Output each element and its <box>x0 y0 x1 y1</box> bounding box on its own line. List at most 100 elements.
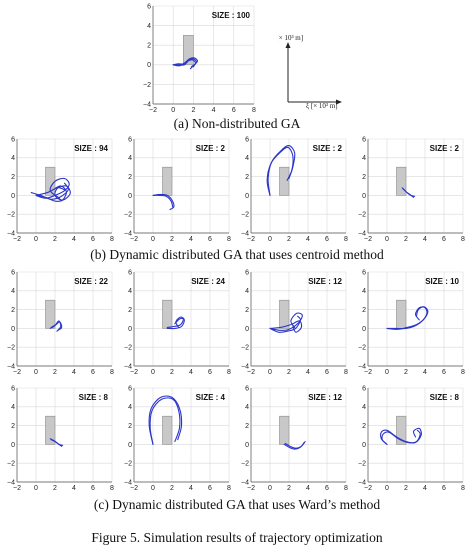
obstacle-rect <box>162 415 173 445</box>
y-tick-label: −2 <box>358 212 366 219</box>
x-tick-label: 8 <box>252 107 256 114</box>
x-tick-label: 4 <box>423 236 427 243</box>
x-tick-label: 2 <box>404 485 408 492</box>
x-tick-label: 6 <box>208 236 212 243</box>
y-tick-label: 6 <box>245 269 249 276</box>
x-tick-label: −2 <box>13 485 21 492</box>
y-tick-label: 0 <box>147 62 151 69</box>
x-tick-label: 0 <box>34 369 38 376</box>
obstacle-rect <box>279 299 290 329</box>
trajectory-line <box>269 320 303 333</box>
y-tick-label: 2 <box>128 174 132 181</box>
plot-area <box>153 6 254 104</box>
y-tick-label: 0 <box>128 326 132 333</box>
x-tick-label: 4 <box>189 369 193 376</box>
size-label: SIZE : 12 <box>308 393 342 402</box>
y-tick-label: −2 <box>241 212 249 219</box>
y-tick-label: 0 <box>245 442 249 449</box>
x-tick-label: 2 <box>53 369 57 376</box>
plot-area <box>368 272 463 366</box>
obstacle-rect <box>45 415 56 445</box>
x-tick-label: −2 <box>13 369 21 376</box>
y-tick-label: 4 <box>11 155 15 162</box>
trajectory-line <box>269 312 303 331</box>
x-tick-label: 4 <box>306 236 310 243</box>
y-tick-label: −2 <box>124 345 132 352</box>
y-tick-label: 0 <box>362 326 366 333</box>
y-tick-label: 4 <box>128 288 132 295</box>
x-tick-label: −2 <box>247 485 255 492</box>
y-tick-label: 4 <box>245 288 249 295</box>
axis-key-right-arrowhead <box>336 99 342 105</box>
y-tick-label: −4 <box>241 479 249 486</box>
y-tick-label: −2 <box>241 461 249 468</box>
y-tick-label: −4 <box>358 479 366 486</box>
x-tick-label: 0 <box>385 236 389 243</box>
y-tick-label: −4 <box>124 479 132 486</box>
y-tick-label: −2 <box>7 345 15 352</box>
x-tick-label: 0 <box>151 369 155 376</box>
x-tick-label: 0 <box>34 485 38 492</box>
x-tick-label: 2 <box>170 485 174 492</box>
x-tick-label: 4 <box>72 369 76 376</box>
x-tick-label: 4 <box>189 485 193 492</box>
x-tick-label: 8 <box>344 369 348 376</box>
x-tick-label: 2 <box>287 369 291 376</box>
x-tick-label: 0 <box>268 369 272 376</box>
x-tick-label: 6 <box>442 369 446 376</box>
x-tick-label: 0 <box>385 485 389 492</box>
y-tick-label: 0 <box>245 193 249 200</box>
trajectory-line <box>148 395 183 445</box>
x-tick-label: 6 <box>325 236 329 243</box>
size-label: SIZE : 100 <box>212 11 251 20</box>
trajectory-line <box>269 315 301 333</box>
y-tick-label: 4 <box>245 404 249 411</box>
y-tick-label: −2 <box>124 461 132 468</box>
plot-area <box>17 272 112 366</box>
x-tick-label: 6 <box>325 485 329 492</box>
x-tick-label: 8 <box>344 485 348 492</box>
plot-area <box>134 139 229 233</box>
y-tick-label: −4 <box>241 363 249 370</box>
x-tick-label: 8 <box>110 369 114 376</box>
y-tick-label: 2 <box>362 174 366 181</box>
trajectory-line <box>35 185 71 201</box>
y-tick-label: 6 <box>11 136 15 143</box>
y-tick-label: −2 <box>143 82 151 89</box>
x-tick-label: 4 <box>189 236 193 243</box>
x-tick-label: 0 <box>151 485 155 492</box>
y-tick-label: 4 <box>128 404 132 411</box>
obstacle-rect <box>396 299 407 329</box>
obstacle-rect <box>396 166 407 196</box>
x-tick-label: 6 <box>325 369 329 376</box>
y-tick-label: −4 <box>358 230 366 237</box>
x-tick-label: −2 <box>130 485 138 492</box>
x-tick-label: −2 <box>13 236 21 243</box>
y-tick-label: 4 <box>362 404 366 411</box>
x-tick-label: 8 <box>227 485 231 492</box>
y-tick-label: 2 <box>11 174 15 181</box>
trajectory-line <box>152 193 175 211</box>
y-tick-label: 6 <box>362 269 366 276</box>
y-tick-label: 6 <box>362 136 366 143</box>
trajectory-line <box>402 188 416 197</box>
x-tick-label: 4 <box>423 485 427 492</box>
y-tick-label: 0 <box>11 326 15 333</box>
axis-key-y-label: η [× 10³ m] <box>278 34 303 42</box>
x-tick-label: 4 <box>306 369 310 376</box>
x-tick-label: 2 <box>404 236 408 243</box>
size-label: SIZE : 8 <box>79 393 109 402</box>
y-tick-label: −4 <box>124 230 132 237</box>
trajectory-line <box>149 397 181 445</box>
y-tick-label: 6 <box>128 269 132 276</box>
y-tick-label: 0 <box>128 442 132 449</box>
y-tick-label: 6 <box>128 385 132 392</box>
y-tick-label: −2 <box>124 212 132 219</box>
trajectory-line <box>50 439 64 446</box>
plot-area <box>368 388 463 482</box>
y-tick-label: 2 <box>128 423 132 430</box>
